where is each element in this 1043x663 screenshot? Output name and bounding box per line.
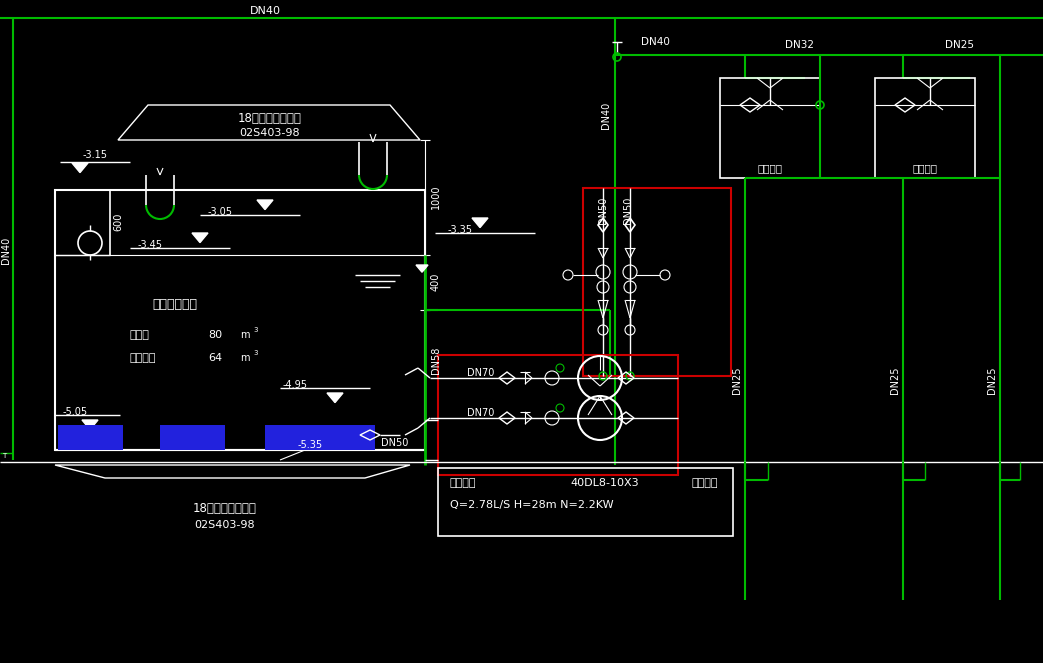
Text: DN70: DN70 <box>467 408 494 418</box>
Text: 防护阀门: 防护阀门 <box>913 163 938 173</box>
Text: DN58: DN58 <box>431 346 441 374</box>
Text: 18目不锈钢防虫网: 18目不锈钢防虫网 <box>238 111 301 125</box>
Text: 有效容积: 有效容积 <box>130 353 156 363</box>
Text: DN40: DN40 <box>1 237 11 264</box>
Text: 02S403-98: 02S403-98 <box>240 128 300 138</box>
Bar <box>58 425 123 450</box>
Text: 3: 3 <box>253 350 259 356</box>
Text: DN40: DN40 <box>249 6 281 16</box>
Text: DN40: DN40 <box>640 37 670 47</box>
Text: 防护阀门: 防护阀门 <box>757 163 782 173</box>
Text: -3.05: -3.05 <box>208 207 233 217</box>
Text: -5.35: -5.35 <box>297 440 322 450</box>
Bar <box>265 425 375 450</box>
Text: m: m <box>240 330 249 340</box>
Text: 全容积: 全容积 <box>130 330 150 340</box>
Text: -3.15: -3.15 <box>82 150 107 160</box>
Text: 变频水泵: 变频水泵 <box>450 478 477 488</box>
Polygon shape <box>328 393 343 402</box>
Text: DN25: DN25 <box>890 366 900 394</box>
Polygon shape <box>72 163 88 172</box>
Text: 18目不锈钢防虫网: 18目不锈钢防虫网 <box>193 501 257 514</box>
Text: 40DL8-10X3: 40DL8-10X3 <box>571 478 638 488</box>
Text: DN25: DN25 <box>946 40 974 50</box>
Text: 80: 80 <box>208 330 222 340</box>
Polygon shape <box>192 233 208 243</box>
Text: 02S403-98: 02S403-98 <box>195 520 256 530</box>
Polygon shape <box>416 265 428 272</box>
Bar <box>438 355 678 475</box>
Text: DN25: DN25 <box>987 366 997 394</box>
Text: 1000: 1000 <box>431 185 441 210</box>
Text: 400: 400 <box>431 272 441 291</box>
Text: DN50: DN50 <box>382 438 409 448</box>
Text: -3.35: -3.35 <box>447 225 472 235</box>
Text: Q=2.78L/S H=28m N=2.2KW: Q=2.78L/S H=28m N=2.2KW <box>450 500 613 510</box>
Text: 3: 3 <box>253 327 259 333</box>
Text: 600: 600 <box>113 213 123 231</box>
Text: T: T <box>2 453 6 459</box>
Text: DN50: DN50 <box>598 196 608 223</box>
Bar <box>583 188 731 376</box>
Text: 一用一备: 一用一备 <box>692 478 719 488</box>
Text: -3.45: -3.45 <box>138 240 163 250</box>
Text: DN40: DN40 <box>601 101 611 129</box>
Bar <box>438 468 733 536</box>
Bar <box>720 78 820 178</box>
Text: 64: 64 <box>208 353 222 363</box>
Text: DN25: DN25 <box>732 366 742 394</box>
Bar <box>160 425 225 450</box>
Polygon shape <box>472 218 488 227</box>
Polygon shape <box>82 420 98 430</box>
Polygon shape <box>257 200 273 210</box>
Text: DN70: DN70 <box>467 368 494 378</box>
Text: DN50: DN50 <box>623 196 633 223</box>
Text: 生活贮消水箱: 生活贮消水箱 <box>152 298 197 312</box>
Text: -5.05: -5.05 <box>63 407 88 417</box>
Bar <box>55 190 425 450</box>
Bar <box>875 78 975 178</box>
Text: m: m <box>240 353 249 363</box>
Text: DN32: DN32 <box>785 40 815 50</box>
Text: -4.95: -4.95 <box>283 380 308 390</box>
